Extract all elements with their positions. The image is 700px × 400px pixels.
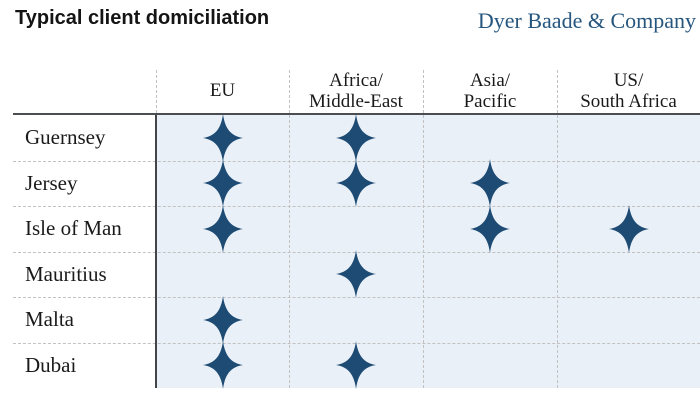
star-marker-icon — [469, 158, 511, 208]
star-marker-icon — [469, 204, 511, 254]
row-divider-dashed — [13, 342, 700, 344]
column-header-line: Africa/ — [329, 69, 383, 91]
column-divider-dashed — [423, 70, 424, 388]
star-marker-icon — [202, 113, 244, 163]
row-label: Isle of Man — [25, 216, 122, 241]
row-divider-dashed — [13, 251, 700, 253]
column-header: Asia/Pacific — [423, 68, 557, 113]
column-header-line: Asia/ — [469, 69, 511, 91]
star-marker-icon — [335, 158, 377, 208]
column-header: Africa/Middle-East — [289, 68, 423, 113]
column-header-line: South Africa — [580, 90, 677, 112]
row-divider-dashed — [13, 160, 700, 162]
row-label: Jersey — [25, 170, 78, 195]
star-marker-icon — [202, 158, 244, 208]
star-marker-icon — [335, 249, 377, 299]
column-header-line: Middle-East — [309, 90, 403, 112]
header-underline — [13, 113, 700, 115]
star-marker-icon — [202, 295, 244, 345]
row-divider-dashed — [13, 206, 700, 207]
row-divider-dashed — [13, 297, 700, 298]
star-marker-icon — [202, 204, 244, 254]
column-header: EU — [156, 68, 289, 113]
row-label: Dubai — [25, 352, 77, 377]
star-marker-icon — [608, 204, 650, 254]
brand-name: Dyer Baade & Company — [477, 8, 696, 33]
column-divider-dashed — [557, 70, 558, 388]
column-header-line: Pacific — [463, 90, 517, 112]
row-label: Mauritius — [25, 261, 107, 286]
page-title: Typical client domiciliation — [15, 7, 270, 29]
label-divider-solid — [155, 115, 157, 388]
row-label: Malta — [25, 307, 74, 332]
star-marker-icon — [335, 340, 377, 390]
column-header-line: EU — [209, 80, 236, 101]
column-header: US/South Africa — [557, 68, 700, 113]
column-header-line: US/ — [613, 69, 644, 91]
column-divider-dashed — [289, 70, 290, 388]
label-column-divider-dashed — [156, 70, 157, 113]
row-label: Guernsey — [25, 125, 106, 150]
star-marker-icon — [202, 340, 244, 390]
star-marker-icon — [335, 113, 377, 163]
